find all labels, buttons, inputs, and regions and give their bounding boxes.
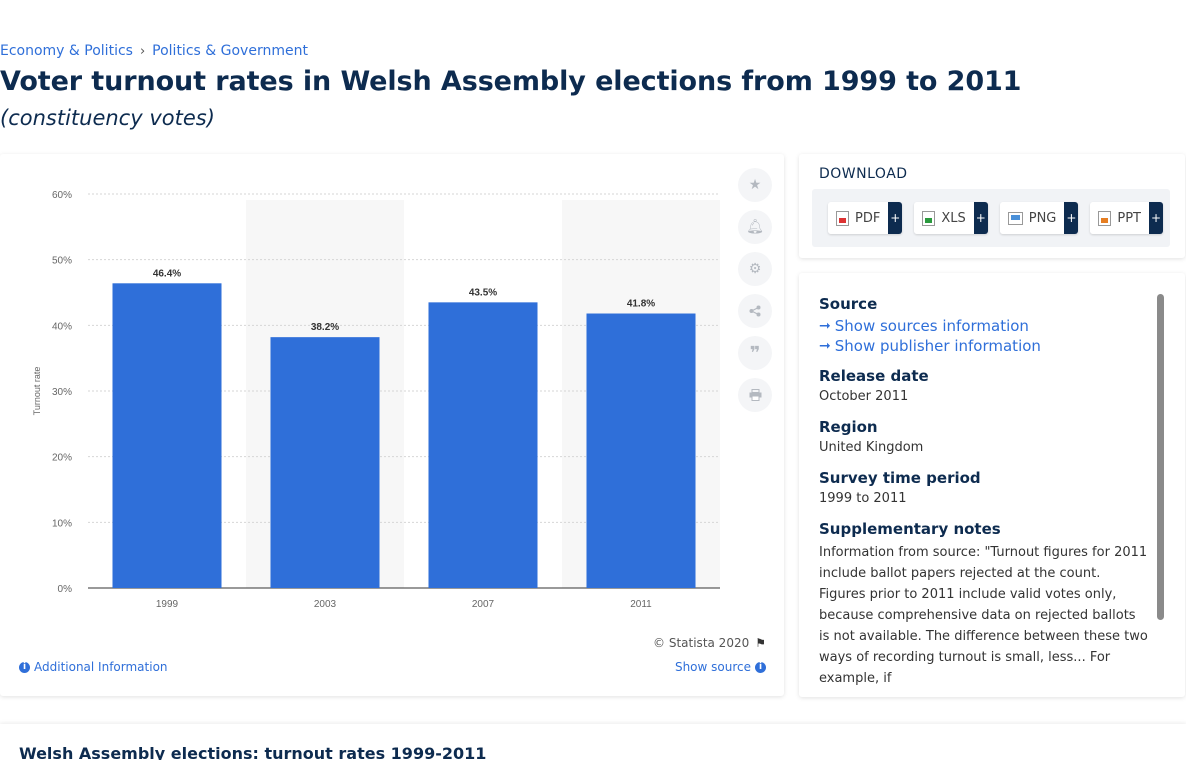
bar <box>586 313 696 588</box>
y-tick-label: 60% <box>52 190 72 201</box>
share-button[interactable] <box>738 294 772 328</box>
bell-icon: 🔔︎ <box>746 219 764 235</box>
download-title: DOWNLOAD <box>819 166 908 182</box>
arrow-right-icon: ➞ <box>819 318 831 334</box>
data-label: 38.2% <box>311 322 339 333</box>
chart-toolbar: ★ 🔔︎ ⚙ ❞ <box>738 168 772 412</box>
supplementary-notes-label: Supplementary notes <box>819 520 1001 538</box>
additional-information-link[interactable]: i Additional Information <box>19 660 168 674</box>
gear-icon: ⚙ <box>748 261 762 277</box>
download-buttons: PDF + XLS + PNG + PPT + <box>812 189 1170 247</box>
png-label: PNG <box>1028 210 1057 226</box>
breadcrumb-politics-government[interactable]: Politics & Government <box>152 43 308 59</box>
y-tick-label: 30% <box>52 387 72 398</box>
download-card: DOWNLOAD PDF + XLS + PNG + PPT + <box>799 154 1185 258</box>
page-subtitle: (constituency votes) <box>0 106 215 130</box>
breadcrumb: Economy & Politics › Politics & Governme… <box>0 43 308 59</box>
info-scrollbar[interactable] <box>1157 294 1164 620</box>
download-pdf-button[interactable]: PDF + <box>828 202 903 234</box>
xls-icon <box>922 210 936 226</box>
print-button[interactable] <box>738 378 772 412</box>
additional-information-label: Additional Information <box>34 660 168 674</box>
y-tick-label: 40% <box>52 321 72 332</box>
region-label: Region <box>819 418 878 436</box>
bar-chart: 0% 10% 20% 30% 40% 50% 60% Turnout rate 46.4% 199… <box>32 190 720 610</box>
source-label: Source <box>819 295 878 313</box>
show-publisher-label: Show publisher information <box>834 337 1041 355</box>
pdf-plus[interactable]: + <box>888 202 903 234</box>
y-tick-label: 0% <box>58 584 73 595</box>
page-title: Voter turnout rates in Welsh Assembly el… <box>0 66 1022 97</box>
copyright-text: © Statista 2020 <box>653 636 750 650</box>
flag-icon[interactable]: ⚑ <box>755 636 766 650</box>
cite-button[interactable]: ❞ <box>738 336 772 370</box>
data-label: 41.8% <box>627 299 655 310</box>
favorite-button[interactable]: ★ <box>738 168 772 202</box>
x-tick-label: 2007 <box>472 599 495 610</box>
info-icon: i <box>755 661 766 673</box>
info-content: Source ➞ Show sources information ➞ Show… <box>819 295 1149 689</box>
breadcrumb-separator: › <box>139 43 146 59</box>
info-icon: i <box>19 661 30 673</box>
bar <box>428 302 538 588</box>
ppt-icon <box>1098 210 1112 226</box>
copyright: © Statista 2020 ⚑ <box>653 636 766 650</box>
arrow-right-icon: ➞ <box>819 338 831 354</box>
survey-period-value: 1999 to 2011 <box>819 491 907 506</box>
alert-button[interactable]: 🔔︎ <box>738 210 772 244</box>
print-icon <box>749 389 761 401</box>
x-tick-label: 1999 <box>156 599 179 610</box>
breadcrumb-economy-politics[interactable]: Economy & Politics <box>0 43 133 59</box>
survey-period-label: Survey time period <box>819 469 981 487</box>
download-xls-button[interactable]: XLS + <box>914 202 988 234</box>
show-source-label: Show source <box>674 660 751 674</box>
show-publisher-link[interactable]: ➞ Show publisher information <box>819 337 1149 355</box>
show-source-link[interactable]: Show source i <box>675 660 766 674</box>
bar <box>112 283 222 588</box>
pdf-label: PDF <box>855 210 881 226</box>
info-card: Source ➞ Show sources information ➞ Show… <box>799 273 1185 697</box>
pdf-icon <box>836 210 849 226</box>
download-ppt-button[interactable]: PPT + <box>1090 202 1163 234</box>
ppt-label: PPT <box>1117 210 1141 226</box>
related-title[interactable]: Welsh Assembly elections: turnout rates … <box>19 744 487 760</box>
data-label: 46.4% <box>153 268 181 279</box>
show-sources-label: Show sources information <box>834 317 1029 335</box>
png-plus[interactable]: + <box>1064 202 1079 234</box>
xls-label: XLS <box>941 210 966 226</box>
star-icon: ★ <box>748 177 762 193</box>
region-value: United Kingdom <box>819 440 924 455</box>
png-icon <box>1007 211 1023 225</box>
ppt-plus[interactable]: + <box>1149 202 1163 234</box>
settings-button[interactable]: ⚙ <box>738 252 772 286</box>
share-icon <box>749 305 761 317</box>
chart-card: 0% 10% 20% 30% 40% 50% 60% Turnout rate 46.4% 199… <box>0 154 784 696</box>
x-tick-label: 2003 <box>314 599 337 610</box>
x-tick-label: 2011 <box>630 599 652 610</box>
source-section: Source ➞ Show sources information ➞ Show… <box>819 295 1149 355</box>
release-date-value: October 2011 <box>819 389 909 404</box>
supplementary-notes-value: Information from source: "Turnout figure… <box>819 545 1148 686</box>
y-axis-label: Turnout rate <box>32 367 42 416</box>
y-tick-label: 50% <box>52 256 72 267</box>
data-label: 43.5% <box>469 287 497 298</box>
y-tick-label: 20% <box>52 453 72 464</box>
show-sources-link[interactable]: ➞ Show sources information <box>819 317 1149 335</box>
related-card: Welsh Assembly elections: turnout rates … <box>0 724 1186 760</box>
quote-icon: ❞ <box>749 342 761 364</box>
release-date-label: Release date <box>819 367 929 385</box>
bar <box>270 337 380 588</box>
y-tick-label: 10% <box>52 518 72 529</box>
xls-plus[interactable]: + <box>973 202 988 234</box>
download-png-button[interactable]: PNG + <box>999 202 1079 234</box>
